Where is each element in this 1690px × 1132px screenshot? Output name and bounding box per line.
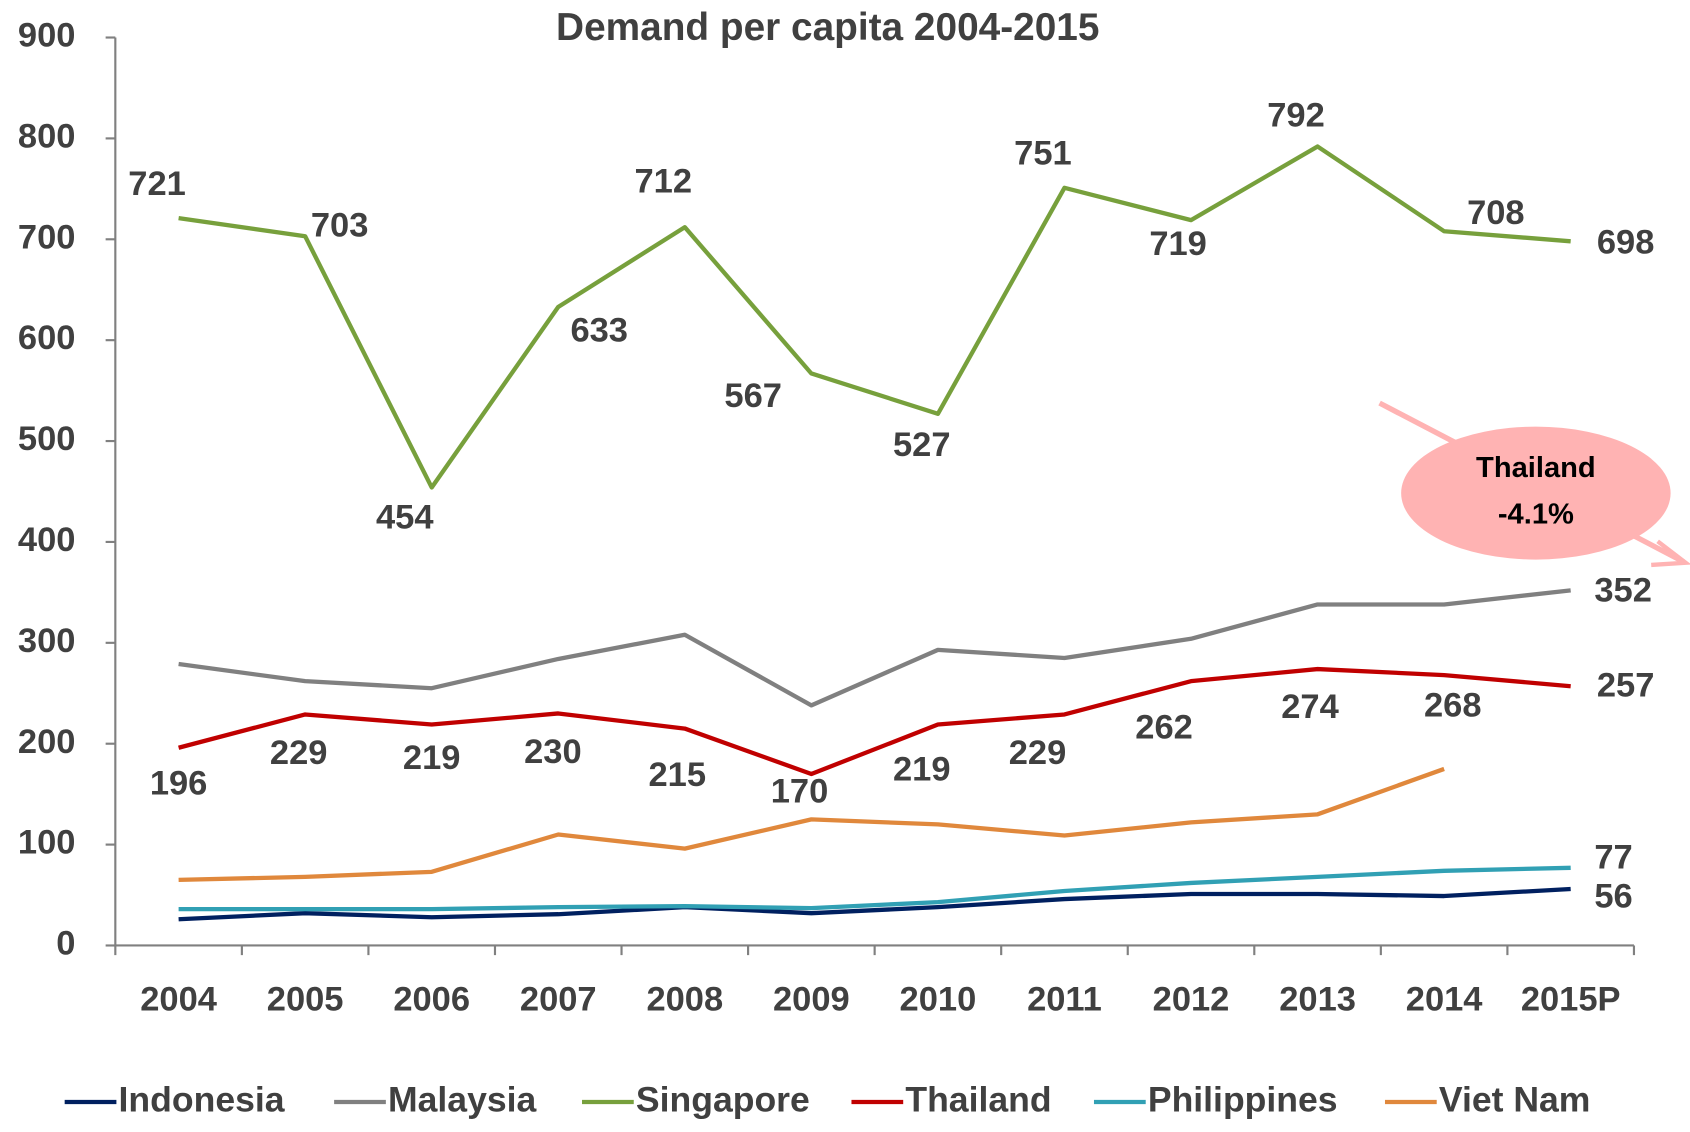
data-label: 262: [1135, 709, 1193, 747]
data-label: 215: [649, 756, 707, 794]
annotation-bubble: [1401, 426, 1671, 560]
x-tick-label: 2012: [1153, 980, 1230, 1018]
data-label: 219: [893, 751, 951, 789]
y-tick-label: 900: [18, 17, 76, 55]
y-tick-label: 600: [18, 319, 76, 357]
data-label: 721: [128, 165, 186, 203]
legend-label: Singapore: [636, 1079, 810, 1119]
series-line: [178, 886, 1571, 922]
x-tick-label: 2006: [393, 980, 470, 1018]
annotation-text: -4.1%: [1498, 498, 1574, 530]
x-tick-label: 2013: [1279, 980, 1356, 1018]
data-label: 170: [771, 772, 829, 810]
data-label: 751: [1014, 135, 1072, 173]
data-label: 454: [376, 499, 434, 537]
x-tick-label: 2014: [1406, 980, 1483, 1018]
y-tick-label: 700: [18, 218, 76, 256]
data-label: 77: [1594, 838, 1632, 876]
y-tick-label: 100: [18, 824, 76, 862]
series-line: [178, 865, 1571, 912]
chart-title: Demand per capita 2004-2015: [556, 6, 1099, 49]
data-label: 230: [524, 733, 582, 771]
data-label: 567: [724, 377, 782, 415]
data-label: 352: [1594, 572, 1652, 610]
series-line: [178, 766, 1445, 883]
y-tick-label: 200: [18, 723, 76, 761]
x-tick-label: 2004: [140, 980, 217, 1018]
x-tick-label: 2008: [646, 980, 723, 1018]
data-label: 196: [150, 764, 208, 802]
data-label: 633: [570, 312, 628, 350]
data-label: 527: [893, 426, 951, 464]
y-tick-label: 800: [18, 118, 76, 156]
x-tick-label: 2010: [900, 980, 977, 1018]
x-tick-label: 2011: [1027, 980, 1102, 1018]
data-label: 792: [1267, 97, 1325, 135]
data-label: 56: [1594, 878, 1632, 916]
data-label: 719: [1149, 225, 1207, 263]
x-tick-label: 2015P: [1521, 980, 1621, 1018]
data-label: 703: [311, 207, 369, 245]
data-label: 229: [270, 734, 328, 772]
legend-label: Thailand: [905, 1079, 1051, 1119]
x-tick-label: 2009: [773, 980, 850, 1018]
data-label: 268: [1424, 686, 1482, 724]
data-label: 708: [1467, 194, 1525, 232]
data-label: 274: [1281, 688, 1339, 726]
series-line: [178, 666, 1571, 777]
data-label: 712: [634, 162, 692, 200]
annotation-text: Thailand: [1476, 452, 1596, 484]
x-tick-label: 2007: [520, 980, 597, 1018]
series-line: [178, 144, 1571, 490]
legend-label: Viet Nam: [1439, 1079, 1591, 1119]
x-tick-label: 2005: [267, 980, 344, 1018]
y-tick-label: 300: [18, 622, 76, 660]
y-tick-label: 400: [18, 521, 76, 559]
legend-label: Philippines: [1148, 1079, 1338, 1119]
data-label: 257: [1597, 666, 1655, 704]
y-tick-label: 0: [56, 925, 75, 963]
annotation-arrowhead: [1651, 539, 1690, 568]
data-label: 229: [1009, 734, 1067, 772]
y-tick-label: 500: [18, 420, 76, 458]
legend-label: Indonesia: [119, 1079, 285, 1119]
data-label: 219: [403, 739, 461, 777]
series-line: [178, 588, 1571, 708]
legend-label: Malaysia: [388, 1079, 537, 1119]
data-label: 698: [1597, 224, 1655, 262]
